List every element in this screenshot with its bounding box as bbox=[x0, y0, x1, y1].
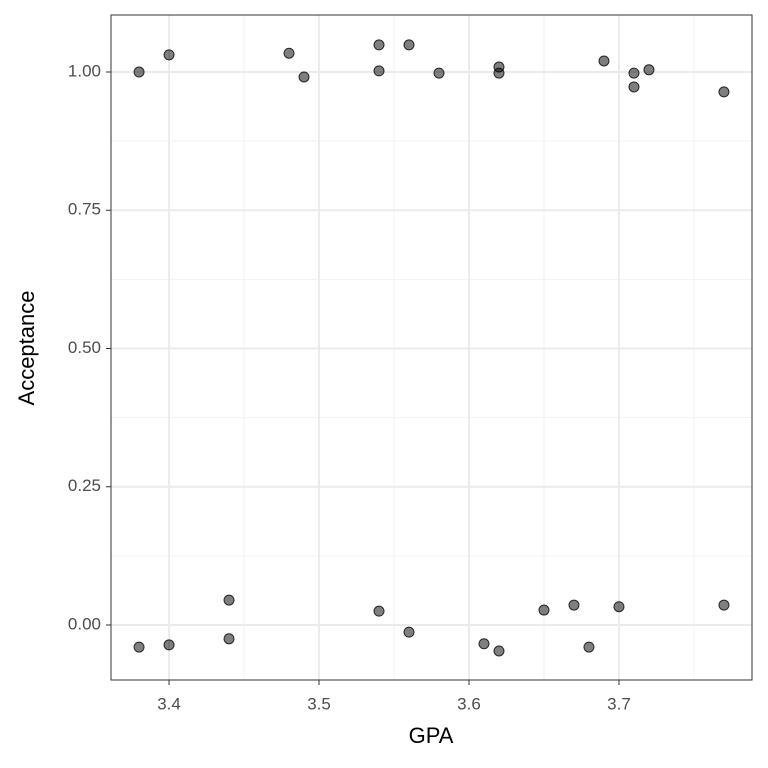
y-tick-label: 0.00 bbox=[68, 614, 101, 633]
x-tick-label: 3.5 bbox=[307, 694, 331, 713]
y-tick-label: 0.50 bbox=[68, 338, 101, 357]
point bbox=[538, 604, 550, 616]
point bbox=[598, 55, 610, 67]
point bbox=[493, 645, 505, 657]
point bbox=[373, 605, 385, 617]
point bbox=[628, 81, 640, 93]
point bbox=[373, 39, 385, 51]
point bbox=[163, 49, 175, 61]
panel-border bbox=[110, 14, 753, 681]
point bbox=[298, 71, 310, 83]
point bbox=[223, 594, 235, 606]
point bbox=[478, 638, 490, 650]
x-tick-label: 3.4 bbox=[157, 694, 181, 713]
x-axis-title: GPA bbox=[409, 723, 454, 748]
point bbox=[718, 86, 730, 98]
x-tick-label: 3.7 bbox=[607, 694, 631, 713]
y-axis-title: Acceptance bbox=[14, 291, 39, 406]
point bbox=[433, 67, 445, 79]
point bbox=[493, 67, 505, 79]
y-tick-label: 1.00 bbox=[68, 61, 101, 80]
y-tick-label: 0.75 bbox=[68, 200, 101, 219]
x-tick-label: 3.6 bbox=[457, 694, 481, 713]
point bbox=[613, 601, 625, 613]
point bbox=[373, 65, 385, 77]
point bbox=[133, 66, 145, 78]
point bbox=[583, 641, 595, 653]
y-tick-label: 0.25 bbox=[68, 476, 101, 495]
point bbox=[163, 639, 175, 651]
point bbox=[643, 64, 655, 76]
point bbox=[628, 67, 640, 79]
point bbox=[568, 599, 580, 611]
point bbox=[223, 633, 235, 645]
point bbox=[403, 626, 415, 638]
point bbox=[403, 39, 415, 51]
point bbox=[283, 47, 295, 59]
point bbox=[718, 599, 730, 611]
point bbox=[133, 641, 145, 653]
